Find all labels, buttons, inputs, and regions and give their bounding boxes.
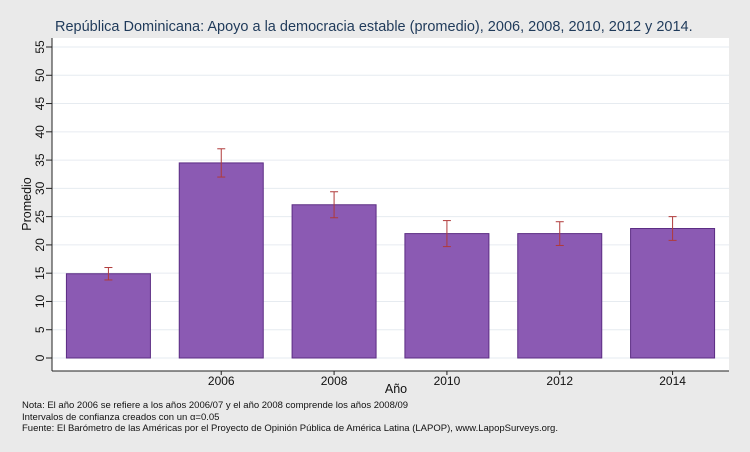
y-tick-label: 55 (33, 40, 47, 54)
y-axis-label: Promedio (20, 177, 34, 231)
y-tick-label: 20 (33, 238, 47, 252)
y-tick-label: 10 (33, 294, 47, 308)
x-tick-label: 2014 (659, 374, 686, 388)
x-tick-label: 2008 (321, 374, 348, 388)
bar (630, 228, 716, 359)
bar (65, 273, 151, 359)
y-tick-label: 40 (33, 125, 47, 139)
x-axis-ticks: 2006 2008 2010 2012 2014 (52, 370, 729, 388)
note-line: Nota: El año 2006 se refiere a los años … (22, 400, 409, 411)
bar (517, 233, 603, 359)
plot-area (52, 38, 729, 371)
bar (291, 204, 377, 359)
source-note-line: Fuente: El Barómetro de las Américas por… (22, 423, 558, 435)
error-bar-layer (104, 148, 677, 281)
x-tick-label: 2012 (546, 374, 573, 388)
y-tick-label: 15 (33, 266, 47, 280)
y-tick-label: 35 (33, 153, 47, 167)
y-axis-ticks: 0 5 10 15 20 25 30 35 40 45 50 55 (33, 38, 53, 371)
chart-title: República Dominicana: Apoyo a la democra… (55, 19, 693, 35)
x-axis-label: Año (385, 382, 407, 396)
grid-layer (52, 46, 729, 359)
bar (404, 233, 490, 359)
bar (178, 162, 264, 359)
y-tick-label: 25 (33, 210, 47, 224)
y-tick-label: 30 (33, 181, 47, 195)
bar-layer (65, 162, 716, 359)
confidence-note-line: Intervalos de confianza creados con un α… (22, 411, 220, 423)
y-tick-label: 0 (33, 354, 47, 361)
x-tick-label: 2006 (208, 374, 235, 388)
x-tick-label: 2010 (434, 374, 461, 388)
y-tick-label: 50 (33, 68, 47, 82)
footnotes: Nota: El año 2006 se refiere a los años … (22, 400, 558, 435)
y-tick-label: 45 (33, 97, 47, 111)
y-tick-label: 5 (33, 326, 47, 333)
